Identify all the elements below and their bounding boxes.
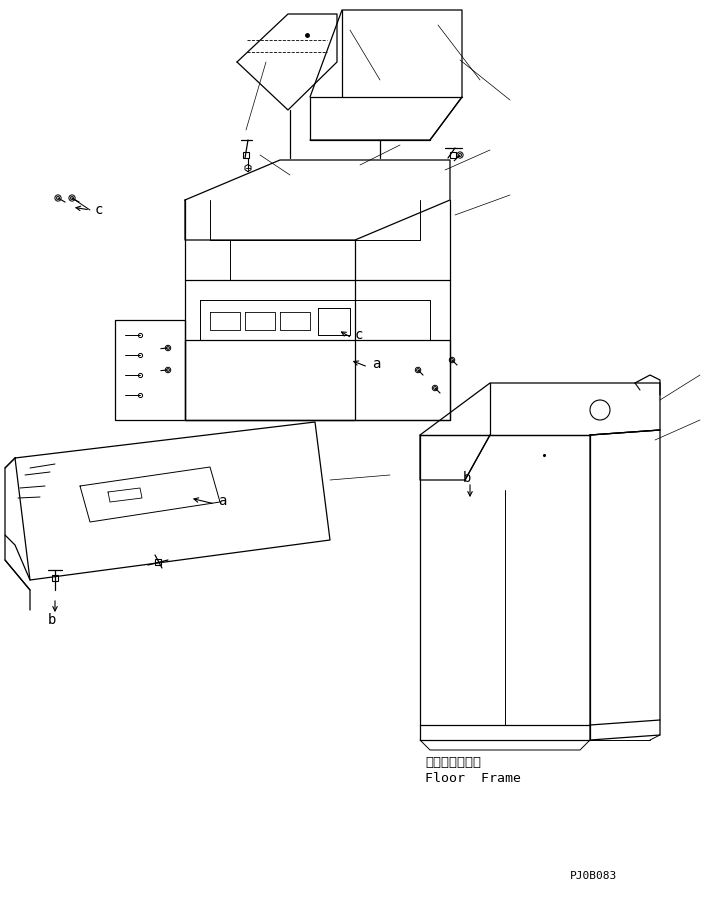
Text: PJ0B083: PJ0B083 <box>570 871 617 881</box>
Text: c: c <box>95 203 103 217</box>
Text: c: c <box>355 328 363 342</box>
Text: b: b <box>48 613 57 627</box>
Text: b: b <box>463 471 472 485</box>
Text: a: a <box>218 494 226 508</box>
Text: Floor  Frame: Floor Frame <box>425 771 521 785</box>
Text: a: a <box>372 357 381 371</box>
Text: フロアフレーム: フロアフレーム <box>425 755 481 769</box>
